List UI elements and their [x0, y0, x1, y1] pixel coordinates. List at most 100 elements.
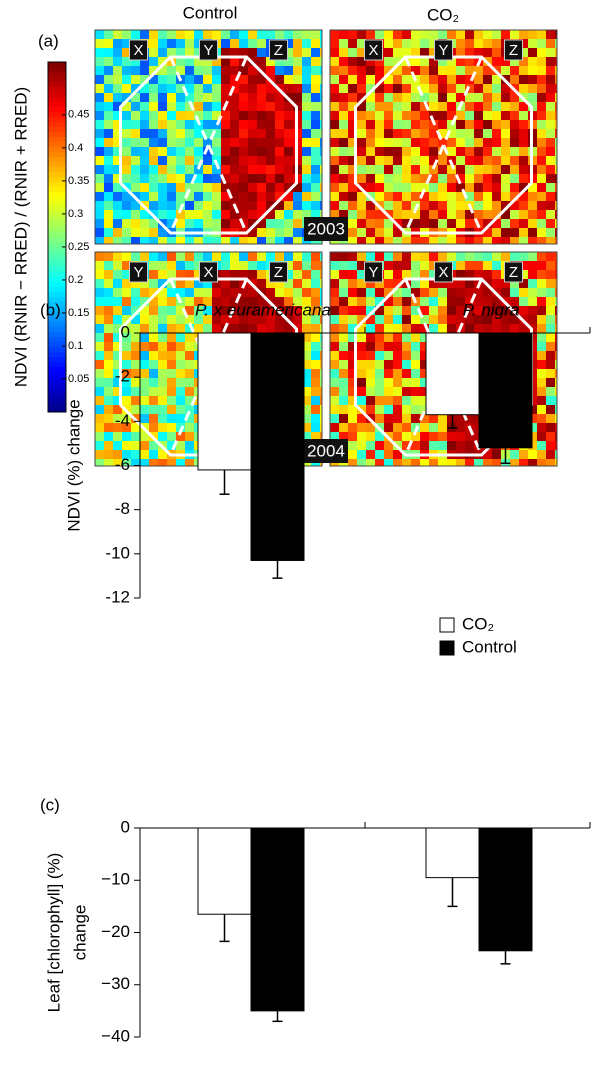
heatmap-cell: [131, 342, 140, 351]
heatmap-cell: [483, 174, 492, 183]
heatmap-cell: [537, 405, 546, 414]
heatmap-cell: [537, 369, 546, 378]
heatmap-cell: [122, 138, 131, 147]
heatmap-cell: [104, 423, 113, 432]
heatmap-cell: [411, 219, 420, 228]
heatmap-cell: [95, 210, 104, 219]
heatmap-cell: [357, 396, 366, 405]
heatmap-cell: [212, 201, 221, 210]
heatmap-cell: [185, 237, 194, 244]
heatmap-cell: [555, 315, 557, 324]
heatmap-cell: [302, 306, 311, 315]
heatmap-cell: [456, 261, 465, 270]
heatmap-cell: [221, 57, 230, 66]
heatmap-cell: [474, 252, 483, 261]
heatmap-cell: [185, 414, 194, 423]
heatmap-cell: [510, 30, 519, 39]
heatmap-cell: [456, 30, 465, 39]
heatmap-cell: [248, 219, 257, 228]
heatmap-cell: [311, 315, 320, 324]
heatmap-cell: [384, 414, 393, 423]
heatmap-cell: [221, 192, 230, 201]
heatmap-cell: [104, 396, 113, 405]
heatmap-cell: [393, 138, 402, 147]
heatmap-cell: [149, 228, 158, 237]
plot-outline: [119, 55, 298, 235]
heatmap-cell: [537, 450, 546, 459]
heatmap-cell: [348, 432, 357, 441]
heatmap-cell: [275, 147, 284, 156]
heatmap-cell: [348, 270, 357, 279]
heatmap-cell: [239, 201, 248, 210]
colorbar-tick-label: 0.4: [68, 142, 83, 154]
heatmap-cell: [357, 129, 366, 138]
heatmap-cell: [248, 297, 257, 306]
heatmap-cell: [311, 147, 320, 156]
heatmap-cell: [122, 93, 131, 102]
heatmap-cell: [546, 423, 555, 432]
heatmap-cell: [95, 405, 104, 414]
heatmap-cell: [402, 39, 411, 48]
heatmap-cell: [357, 192, 366, 201]
heatmap-cell: [158, 84, 167, 93]
heatmap-cell: [257, 324, 266, 333]
heatmap-cell: [176, 432, 185, 441]
heatmap-cell: [339, 39, 348, 48]
heatmap-cell: [330, 387, 339, 396]
heatmap-cell: [320, 297, 322, 306]
heatmap-cell: [555, 441, 557, 450]
year-box: [304, 217, 348, 241]
heatmap-cell: [203, 93, 212, 102]
heatmap-cell: [510, 129, 519, 138]
heatmap-cell: [339, 156, 348, 165]
heatmap-cell: [302, 210, 311, 219]
heatmap-cell: [221, 75, 230, 84]
image-frame: [329, 29, 558, 245]
heatmap-cell: [167, 102, 176, 111]
colorbar-step: [48, 282, 66, 288]
heatmap-cell: [293, 270, 302, 279]
heatmap-cell: [266, 57, 275, 66]
colorbar-step: [48, 277, 66, 283]
heatmap-cell: [474, 75, 483, 84]
heatmap-cell: [122, 219, 131, 228]
heatmap-cell: [438, 201, 447, 210]
heatmap-cell: [510, 156, 519, 165]
heatmap-cell: [546, 210, 555, 219]
heatmap-cell: [140, 378, 149, 387]
heatmap-cell: [95, 423, 104, 432]
heatmap-cell: [465, 432, 474, 441]
heatmap-cell: [95, 129, 104, 138]
colorbar-step: [48, 397, 66, 403]
heatmap-cell: [122, 174, 131, 183]
heatmap-cell: [366, 450, 375, 459]
heatmap-cell: [501, 237, 510, 244]
heatmap-cell: [456, 423, 465, 432]
heatmap-cell: [239, 147, 248, 156]
heatmap-cell: [429, 414, 438, 423]
heatmap-cell: [429, 93, 438, 102]
heatmap-cell: [284, 138, 293, 147]
heatmap-cell: [483, 93, 492, 102]
heatmap-cell: [492, 174, 501, 183]
heatmap-cell: [474, 165, 483, 174]
heatmap-cell: [131, 129, 140, 138]
colorbar-step: [48, 347, 66, 353]
heatmap-cell: [411, 192, 420, 201]
heatmap-cell: [113, 333, 122, 342]
heatmap-cell: [519, 288, 528, 297]
heatmap-cell: [176, 84, 185, 93]
heatmap-cell: [320, 360, 322, 369]
heatmap-cell: [176, 192, 185, 201]
heatmap-cell: [555, 48, 557, 57]
heatmap-cell: [510, 297, 519, 306]
heatmap-cell: [122, 147, 131, 156]
heatmap-cell: [402, 270, 411, 279]
heatmap-cell: [429, 192, 438, 201]
heatmap-cell: [194, 270, 203, 279]
heatmap-cell: [275, 156, 284, 165]
heatmap-cell: [320, 30, 322, 39]
heatmap-cell: [140, 138, 149, 147]
heatmap-cell: [393, 288, 402, 297]
heatmap-cell: [465, 93, 474, 102]
